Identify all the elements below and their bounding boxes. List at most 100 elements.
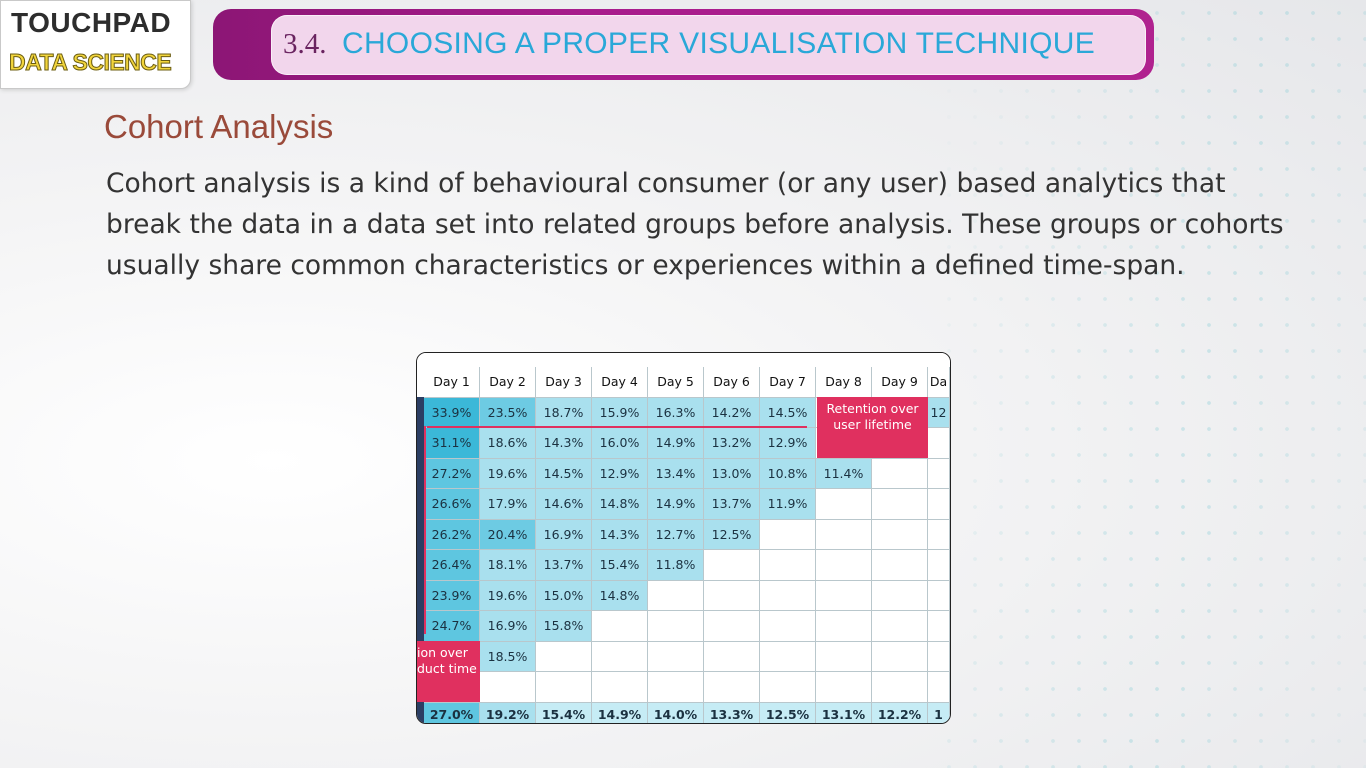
table-cell: 16.9% <box>536 519 592 550</box>
table-cell: 18.5% <box>480 641 536 672</box>
table-cell: 12.7% <box>648 519 704 550</box>
table-cell: 16.0% <box>592 428 648 459</box>
table-cell: 26.2% <box>424 519 480 550</box>
column-header: Day 1 <box>424 367 480 398</box>
table-cell: 13.7% <box>704 489 760 520</box>
table-cell <box>872 458 928 489</box>
total-cell: 14.9% <box>592 702 648 723</box>
table-cell <box>592 641 648 672</box>
table-cell: 11.4% <box>816 458 872 489</box>
column-header: Day 8 <box>816 367 872 398</box>
table-cell <box>928 458 950 489</box>
table-cell <box>816 550 872 581</box>
callout-retention-product: ion over duct time <box>417 641 480 702</box>
total-cell: 14.0% <box>648 702 704 723</box>
column-header: Da <box>928 367 950 398</box>
table-cell: 33.9% <box>424 397 480 428</box>
touchpad-logo: TOUCHPAD DATA SCIENCE <box>0 0 191 89</box>
table-cropped-header <box>417 353 950 365</box>
table-cell <box>816 611 872 642</box>
table-cell <box>536 672 592 703</box>
slide-title: Cohort Analysis <box>104 108 334 145</box>
table-cell: 14.5% <box>536 458 592 489</box>
table-cell <box>760 641 816 672</box>
table-cell <box>760 550 816 581</box>
table-cell: 23.5% <box>480 397 536 428</box>
table-cell: 13.2% <box>704 428 760 459</box>
table-cell <box>872 550 928 581</box>
table-cell: 15.4% <box>592 550 648 581</box>
table-cell: 19.6% <box>480 458 536 489</box>
table-cell <box>872 489 928 520</box>
table-cell <box>648 641 704 672</box>
table-cell: 26.6% <box>424 489 480 520</box>
table-cell <box>872 611 928 642</box>
total-cell: 1 <box>928 702 950 723</box>
table-cell: 14.2% <box>704 397 760 428</box>
table-cell: 13.4% <box>648 458 704 489</box>
table-cell <box>704 611 760 642</box>
table-cell: 12.9% <box>760 428 816 459</box>
table-cell <box>872 672 928 703</box>
table-cell <box>928 489 950 520</box>
user-lifetime-arrow <box>427 426 807 428</box>
column-header: Day 5 <box>648 367 704 398</box>
total-cell: 19.2% <box>480 702 536 723</box>
table-cell: 14.5% <box>760 397 816 428</box>
table-cell <box>648 672 704 703</box>
table-cell <box>816 672 872 703</box>
table-cell: 14.9% <box>648 489 704 520</box>
table-cell: 23.9% <box>424 580 480 611</box>
table-cell <box>760 672 816 703</box>
table-cell: 14.3% <box>592 519 648 550</box>
table-cell: 11.8% <box>648 550 704 581</box>
section-banner-inner <box>271 15 1146 75</box>
table-cell: 16.9% <box>480 611 536 642</box>
table-cell <box>592 672 648 703</box>
table-cell <box>480 672 536 703</box>
table-cell: 12.5% <box>704 519 760 550</box>
table-cell: 24.7% <box>424 611 480 642</box>
total-cell: 13.3% <box>704 702 760 723</box>
table-cell: 19.6% <box>480 580 536 611</box>
table-cell <box>928 641 950 672</box>
table-cell: 26.4% <box>424 550 480 581</box>
table-cell <box>760 580 816 611</box>
table-cell <box>928 672 950 703</box>
table-cell: 14.6% <box>536 489 592 520</box>
column-header: Day 7 <box>760 367 816 398</box>
table-cell: 18.6% <box>480 428 536 459</box>
column-header: Day 9 <box>872 367 928 398</box>
table-cell: 14.8% <box>592 580 648 611</box>
table-cell <box>648 611 704 642</box>
table-cell: 14.8% <box>592 489 648 520</box>
table-cell: 15.8% <box>536 611 592 642</box>
table-cell <box>704 580 760 611</box>
total-cell: 13.1% <box>816 702 872 723</box>
table-cell <box>816 641 872 672</box>
callout-retention-user: Retention over user lifetime <box>817 397 928 458</box>
table-cell <box>928 519 950 550</box>
table-cell <box>928 550 950 581</box>
column-header: Day 6 <box>704 367 760 398</box>
column-header: Day 4 <box>592 367 648 398</box>
table-cell <box>536 641 592 672</box>
table-cell <box>816 519 872 550</box>
logo-touchpad-text: TOUCHPAD <box>11 7 172 38</box>
table-cell: 12 <box>928 397 950 428</box>
table-cell: 17.9% <box>480 489 536 520</box>
table-cell <box>648 580 704 611</box>
section-number: 3.4. <box>283 28 327 60</box>
table-cell <box>816 489 872 520</box>
body-paragraph: Cohort analysis is a kind of behavioural… <box>106 168 1284 281</box>
table-cell: 13.0% <box>704 458 760 489</box>
cohort-retention-table: Day 1 Day 2 Day 3 Day 4 Day 5 Day 6 Day 7 Day 8… <box>416 352 951 724</box>
table-cell <box>760 611 816 642</box>
table-cell: 15.9% <box>592 397 648 428</box>
table-cell: 13.7% <box>536 550 592 581</box>
table-cell: 14.3% <box>536 428 592 459</box>
table-cell <box>704 641 760 672</box>
table-cell: 18.7% <box>536 397 592 428</box>
table-cell: 18.1% <box>480 550 536 581</box>
table-cell <box>928 428 950 459</box>
